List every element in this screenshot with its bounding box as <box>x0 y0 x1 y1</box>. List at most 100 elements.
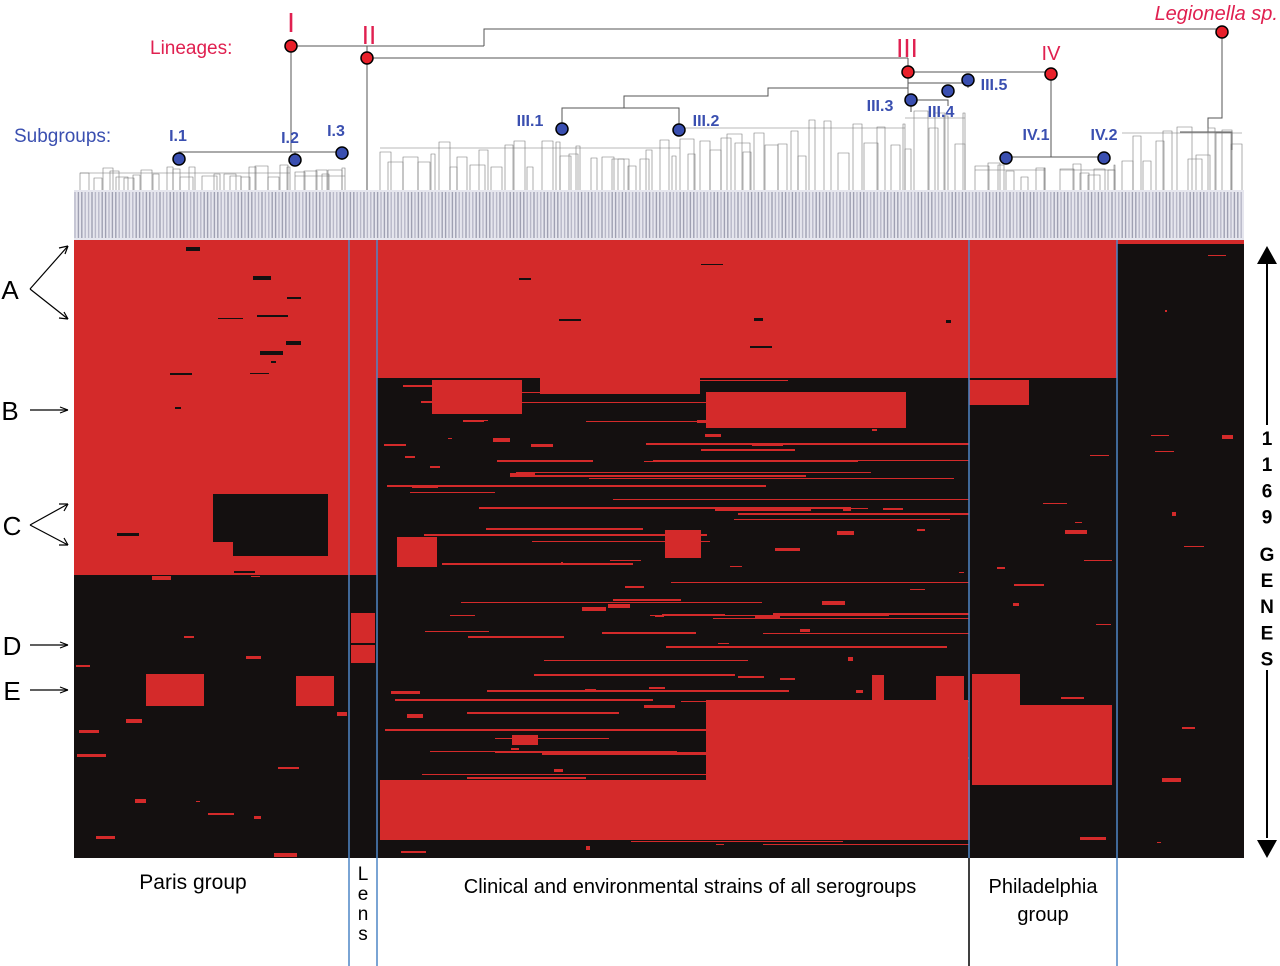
dendrogram-leaf-branch <box>240 176 251 190</box>
heatmap-cell <box>250 373 269 374</box>
marker-A: A <box>1 275 19 305</box>
heatmap-cell <box>716 844 724 845</box>
dendrogram-leaf-branch <box>279 164 289 190</box>
marker-D: D <box>3 631 22 661</box>
heatmap-cell <box>1157 842 1161 843</box>
heatmap-cell <box>1165 310 1167 312</box>
dendrogram-leaf-branch <box>1162 130 1173 190</box>
subgroup-node-III.5 <box>961 73 975 87</box>
dendrogram-leaf-branch <box>132 174 141 190</box>
heatmap-cell <box>754 318 763 321</box>
strain-label-strip <box>74 190 1244 240</box>
dendrogram-leaf-branch <box>1072 163 1082 190</box>
dendrogram-leaf-branch <box>526 166 534 190</box>
dendrogram-root <box>483 28 1223 46</box>
group-label-clinical: Clinical and environmental strains of al… <box>464 876 916 898</box>
heatmap-cell <box>644 705 675 708</box>
heatmap-band <box>639 795 816 796</box>
dendrogram-leaf-branch <box>1121 160 1134 190</box>
dendrogram-leaf-branch <box>671 155 677 190</box>
dendrogram-leaf-branch <box>490 166 503 190</box>
lineage-node-IV <box>1044 67 1058 81</box>
heatmap-band <box>609 508 868 509</box>
subgroup-nodes <box>172 73 1111 167</box>
heatmap-cell <box>780 678 795 680</box>
heatmap-band <box>387 485 766 487</box>
heatmap-cell <box>582 607 606 611</box>
heatmap-cell <box>849 772 872 773</box>
heatmap-cell <box>1039 719 1069 720</box>
heatmap-cell <box>586 846 590 850</box>
heatmap-cell <box>430 466 440 468</box>
heatmap-band <box>586 421 790 422</box>
gene-axis-letter: E <box>1261 623 1274 644</box>
heatmap-band <box>631 841 843 842</box>
dendrogram-leaf-branch <box>852 123 863 190</box>
heatmap-cell <box>287 297 301 299</box>
heatmap-band <box>422 774 786 775</box>
dendrogram-leaf-branch <box>797 155 807 190</box>
heatmap-cell <box>775 548 800 551</box>
subgroup-label-III.4: III.4 <box>928 104 955 121</box>
dendrogram-leaf-branch <box>188 166 196 190</box>
heatmap-band <box>646 443 969 445</box>
heatmap-band <box>731 729 962 730</box>
group-label-philadelphia-line1: Philadelphia <box>989 876 1099 898</box>
dendrogram-leaf-branch <box>1195 154 1211 190</box>
heatmap-cell <box>987 780 997 782</box>
heatmap-cell <box>1018 770 1044 772</box>
dendrogram-leaf-branch <box>504 144 514 190</box>
heatmap-block <box>146 674 204 706</box>
heatmap-cell <box>251 576 260 577</box>
heatmap-cell <box>911 823 930 825</box>
heatmap-cell <box>872 429 877 431</box>
heatmap-cell <box>184 636 194 638</box>
heatmap-cell <box>561 382 588 384</box>
dendrogram-leaf-branch <box>478 149 489 190</box>
dendrogram-leaf-branch <box>808 119 816 190</box>
lineage-nodes <box>284 25 1229 81</box>
heatmap-block <box>706 392 906 428</box>
heatmap-band <box>495 752 793 753</box>
heatmap-cell <box>718 643 729 644</box>
heatmap-cell <box>218 318 243 319</box>
dendrogram-leaf-branch <box>1005 170 1015 190</box>
heatmap-cell <box>738 676 764 678</box>
subgroup-label-I.1: I.1 <box>169 128 187 145</box>
dendrogram-leaf-branch <box>179 176 194 190</box>
dendrogram-leaf-branch <box>679 138 695 190</box>
lens-letter: s <box>358 924 368 945</box>
heatmap-cell <box>170 373 192 375</box>
heatmap-band <box>514 402 851 403</box>
marker-A-arrow-down <box>29 288 69 320</box>
dendrogram-leaf-branch <box>79 172 90 190</box>
heatmap-block <box>349 240 377 575</box>
heatmap-cell <box>1155 451 1174 452</box>
marker-C-arrow-down <box>29 524 69 546</box>
dendrogram-leaf-branch <box>777 143 788 190</box>
subgroup-node-III.3 <box>904 93 918 107</box>
heatmap-band <box>701 449 795 451</box>
dendrogram-leaf-branch <box>627 165 637 190</box>
subgroup-label-IV.2: IV.2 <box>1091 127 1118 144</box>
heatmap-cell <box>196 801 200 802</box>
dendrogram-leaf-branch <box>1176 126 1193 190</box>
gene-axis-arrow-down-icon <box>1257 840 1277 858</box>
dendrogram-leaf-branch <box>469 164 486 190</box>
heatmap-band <box>424 534 707 536</box>
dendrogram-leaf-branch <box>699 140 711 190</box>
heatmap-cell <box>1151 435 1169 436</box>
subgroup-node-I.2 <box>288 153 302 167</box>
heatmap-block <box>512 735 538 745</box>
lens-letter: e <box>358 884 369 905</box>
lineage-label-II: II <box>362 20 376 50</box>
subgroup-node-I.1 <box>172 152 186 166</box>
heatmap-cell <box>1084 560 1112 561</box>
heatmap-cell <box>448 438 452 439</box>
dendrogram-leaf-branch <box>456 156 468 190</box>
heatmap-band <box>410 492 495 493</box>
lineage-node-II <box>360 51 374 65</box>
heatmap-cell <box>917 529 925 531</box>
heatmap-cell <box>612 826 615 828</box>
gene-axis-letter: 1 <box>1262 429 1273 450</box>
